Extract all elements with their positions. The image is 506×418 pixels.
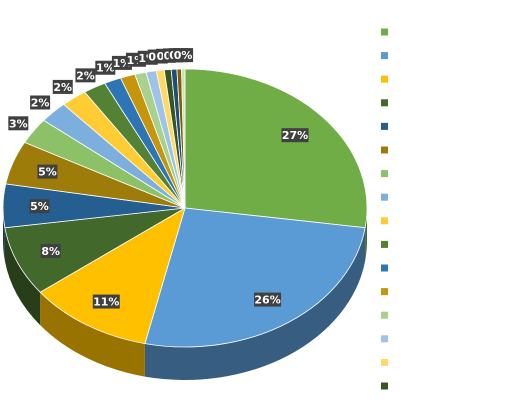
legend-marker-2 [381,75,388,83]
pie-slice-18 [181,68,186,209]
data-label-2: 11% [92,294,120,309]
legend-marker-12 [381,311,388,319]
svg-text:5%: 5% [38,166,57,179]
data-label-18: 0% [173,48,194,63]
legend-marker-15 [381,382,388,390]
legend-marker-14 [381,358,388,366]
data-label-10: 1% [95,60,116,75]
svg-text:8%: 8% [41,245,60,258]
svg-text:27%: 27% [282,129,308,142]
legend-marker-13 [381,335,388,343]
data-label-3: 8% [40,243,61,258]
pie-slice-3 [4,207,186,293]
pie-sides [3,208,367,380]
data-label-7: 2% [30,95,51,110]
svg-text:2%: 2% [31,96,50,109]
data-label-8: 2% [52,79,73,94]
pie-side-2 [40,292,145,377]
svg-text:0%: 0% [174,49,193,62]
legend [381,28,388,390]
data-labels: 27%26%11%8%5%5%3%2%2%2%1%1%1%1%0%0%0%0%0… [8,48,309,309]
svg-text:1%: 1% [96,62,115,75]
data-label-1: 26% [254,292,282,307]
svg-text:11%: 11% [93,296,119,309]
legend-marker-9 [381,240,388,248]
pie-slice-0 [184,68,368,229]
legend-marker-7 [381,193,388,201]
legend-marker-0 [381,28,388,36]
pie-slice-1 [144,207,366,348]
legend-marker-1 [381,52,388,60]
pie-slice-2 [39,207,186,345]
legend-marker-5 [381,146,388,154]
svg-text:5%: 5% [30,200,49,213]
legend-marker-6 [381,170,388,178]
data-label-0: 27% [281,128,309,143]
data-label-5: 5% [37,164,58,179]
data-label-4: 5% [29,199,50,214]
legend-marker-10 [381,264,388,272]
legend-marker-3 [381,99,388,107]
data-label-6: 3% [8,116,29,131]
svg-text:26%: 26% [254,294,280,307]
svg-text:2%: 2% [76,69,95,82]
svg-text:3%: 3% [9,117,28,130]
svg-text:2%: 2% [53,81,72,94]
data-label-9: 2% [75,68,96,83]
legend-marker-4 [381,122,388,130]
pie-side-1 [144,227,366,380]
pie-side-3 [4,227,41,326]
pie-top [2,68,368,348]
legend-marker-8 [381,217,388,225]
legend-marker-11 [381,288,388,296]
